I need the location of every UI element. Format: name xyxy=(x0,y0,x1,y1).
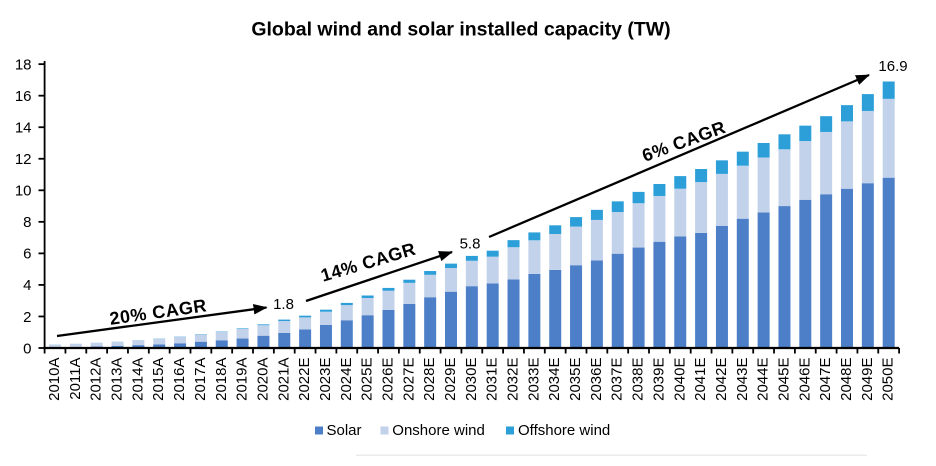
svg-text:Onshore wind: Onshore wind xyxy=(392,422,485,439)
svg-text:2035E: 2035E xyxy=(567,358,584,401)
svg-text:2050E: 2050E xyxy=(880,358,897,401)
svg-text:2030E: 2030E xyxy=(463,357,480,400)
svg-text:16: 16 xyxy=(15,88,32,105)
svg-text:2028E: 2028E xyxy=(421,358,438,401)
svg-text:2022E: 2022E xyxy=(296,358,313,401)
svg-text:2021A: 2021A xyxy=(275,358,292,401)
svg-text:16.9: 16.9 xyxy=(878,58,907,75)
svg-text:1.8: 1.8 xyxy=(273,296,294,313)
svg-text:2036E: 2036E xyxy=(588,358,605,401)
svg-text:2013A: 2013A xyxy=(109,358,126,401)
svg-text:2027E: 2027E xyxy=(400,358,417,401)
svg-text:2029E: 2029E xyxy=(442,358,459,401)
svg-text:2043E: 2043E xyxy=(734,358,751,401)
svg-text:2039E: 2039E xyxy=(650,358,667,401)
svg-text:2017A: 2017A xyxy=(192,358,209,401)
svg-text:2047E: 2047E xyxy=(817,358,834,401)
svg-text:8: 8 xyxy=(23,214,31,231)
svg-text:Global wind and solar installe: Global wind and solar installed capacity… xyxy=(251,19,670,41)
svg-text:2010A: 2010A xyxy=(46,358,63,401)
svg-text:2020A: 2020A xyxy=(254,358,271,401)
svg-text:12: 12 xyxy=(15,151,32,168)
svg-text:2049E: 2049E xyxy=(859,358,876,401)
svg-text:2024E: 2024E xyxy=(338,358,355,401)
svg-text:2048E: 2048E xyxy=(838,358,855,401)
svg-text:2034E: 2034E xyxy=(546,358,563,401)
svg-text:2023E: 2023E xyxy=(317,358,334,401)
svg-text:2018A: 2018A xyxy=(213,358,230,401)
svg-text:Offshore wind: Offshore wind xyxy=(518,422,610,439)
svg-text:2014A: 2014A xyxy=(129,358,146,401)
svg-text:6: 6 xyxy=(23,246,31,263)
svg-text:2042E: 2042E xyxy=(713,358,730,401)
svg-text:2031E: 2031E xyxy=(484,358,501,401)
svg-text:2045E: 2045E xyxy=(775,358,792,401)
svg-text:4: 4 xyxy=(23,277,31,294)
svg-text:2019A: 2019A xyxy=(234,358,251,401)
svg-text:14: 14 xyxy=(15,120,32,137)
svg-text:2033E: 2033E xyxy=(525,358,542,401)
svg-text:2044E: 2044E xyxy=(755,358,772,401)
svg-text:Solar: Solar xyxy=(327,422,362,439)
svg-text:18: 18 xyxy=(15,56,32,73)
svg-text:2: 2 xyxy=(23,309,31,326)
svg-text:2037E: 2037E xyxy=(609,358,626,401)
svg-text:2041E: 2041E xyxy=(692,358,709,401)
svg-text:10: 10 xyxy=(15,183,32,200)
svg-text:0: 0 xyxy=(23,340,31,357)
svg-text:2026E: 2026E xyxy=(379,358,396,401)
svg-text:2016A: 2016A xyxy=(171,358,188,401)
svg-text:2046E: 2046E xyxy=(796,358,813,401)
svg-text:2040E: 2040E xyxy=(671,358,688,401)
svg-text:5.8: 5.8 xyxy=(460,235,481,252)
svg-text:2015A: 2015A xyxy=(150,358,167,401)
svg-text:2038E: 2038E xyxy=(630,358,647,401)
svg-text:2032E: 2032E xyxy=(505,358,522,401)
svg-text:2025E: 2025E xyxy=(359,358,376,401)
svg-text:2011A: 2011A xyxy=(67,358,84,400)
svg-text:2012A: 2012A xyxy=(88,358,105,401)
